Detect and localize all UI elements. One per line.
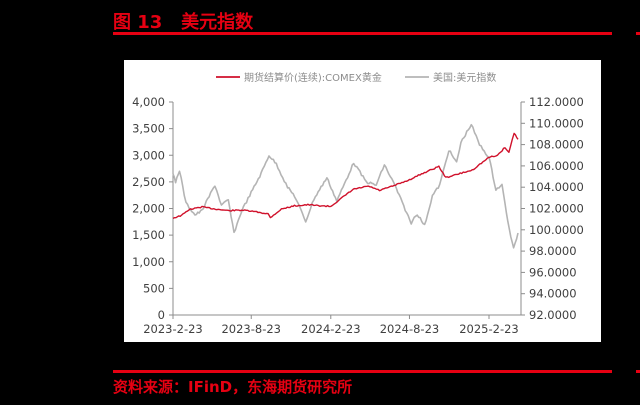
right-tick-label: 94.0000 bbox=[529, 287, 577, 301]
right-tick-label: 108.0000 bbox=[529, 138, 584, 152]
left-tick-label: 1,000 bbox=[132, 255, 165, 269]
source-note: 资料来源：IFinD，东海期货研究所 bbox=[113, 378, 353, 396]
left-tick-label: 3,500 bbox=[132, 122, 165, 136]
right-tick-label: 104.0000 bbox=[529, 180, 584, 194]
left-tick-label: 2,500 bbox=[132, 175, 165, 189]
legend-label-dxy: 美国:美元指数 bbox=[433, 71, 496, 84]
chart-legend: 期货结算价(连续):COMEX黄金 美国:美元指数 bbox=[216, 71, 496, 84]
right-tick-label: 102.0000 bbox=[529, 202, 584, 216]
x-tick-label: 2023-8-23 bbox=[221, 322, 281, 336]
left-tick-label: 2,000 bbox=[132, 202, 165, 216]
figure-title-text: 美元指数 bbox=[181, 12, 254, 33]
right-tick-label: 106.0000 bbox=[529, 159, 584, 173]
left-tick-label: 1,500 bbox=[132, 228, 165, 242]
footer-rule-edge bbox=[636, 370, 640, 373]
title-underline-edge bbox=[636, 32, 640, 35]
line-chart: 期货结算价(连续):COMEX黄金 美国:美元指数 0 500 1,000 1,500 2… bbox=[132, 71, 584, 336]
legend-label-gold: 期货结算价(连续):COMEX黄金 bbox=[244, 71, 382, 84]
gold-price-line bbox=[172, 132, 519, 220]
x-tick-label: 2023-2-23 bbox=[143, 322, 203, 336]
figure-label: 图 13 bbox=[113, 12, 163, 33]
left-tick-label: 0 bbox=[158, 308, 165, 322]
x-tick-label: 2024-2-23 bbox=[301, 322, 361, 336]
chart-panel: 期货结算价(连续):COMEX黄金 美国:美元指数 0 500 1,000 1,500 2… bbox=[124, 60, 601, 342]
right-tick-label: 110.0000 bbox=[529, 116, 584, 130]
left-tick-label: 4,000 bbox=[132, 95, 165, 109]
dxy-line bbox=[172, 123, 519, 249]
chart-axes: 0 500 1,000 1,500 2,000 2,500 3,000 3,500 4,000 9… bbox=[132, 95, 584, 336]
title-underline bbox=[113, 32, 612, 35]
right-tick-label: 112.0000 bbox=[529, 95, 584, 109]
right-tick-label: 100.0000 bbox=[529, 223, 584, 237]
right-tick-label: 96.0000 bbox=[529, 265, 577, 279]
chart-series bbox=[172, 123, 519, 249]
right-tick-label: 98.0000 bbox=[529, 244, 577, 258]
left-tick-label: 500 bbox=[143, 281, 165, 295]
right-tick-label: 92.0000 bbox=[529, 308, 577, 322]
left-tick-label: 3,000 bbox=[132, 148, 165, 162]
figure-title: 图 13 美元指数 bbox=[113, 8, 253, 34]
x-tick-label: 2024-8-23 bbox=[380, 322, 440, 336]
x-tick-label: 2025-2-23 bbox=[459, 322, 519, 336]
footer-rule bbox=[113, 370, 612, 373]
